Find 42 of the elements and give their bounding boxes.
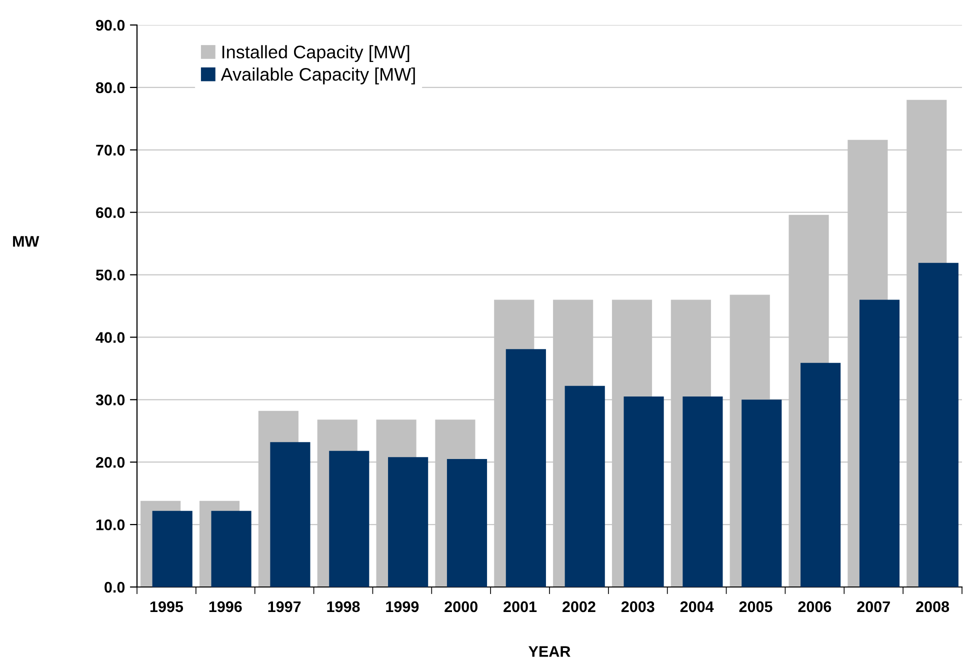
bar [388,457,428,587]
bar [918,262,958,587]
x-tick-label: 1997 [268,601,301,612]
x-tick-label: 1996 [209,601,242,612]
bar [859,300,900,587]
x-tick-label: 2007 [857,601,890,612]
y-tick-label: 70.0 [96,144,125,156]
y-tick-label: 10.0 [96,519,125,530]
x-tick-label: 1999 [386,601,419,612]
y-tick-label: 40.0 [96,332,125,343]
y-tick-label: 20.0 [96,456,125,468]
bar [211,510,252,587]
y-tick-label: 0.0 [104,582,125,593]
bar [624,396,664,587]
x-tick-label: 2002 [562,601,596,612]
y-tick-label: 80.0 [96,82,125,94]
x-tick-label: 2005 [739,601,772,612]
x-axis-title: YEAR [528,646,570,657]
legend-label: Available Capacity [MW] [220,68,415,84]
y-tick-label: 90.0 [96,20,125,31]
x-tick-label: 2000 [444,601,478,612]
bar [682,396,723,587]
bar [270,442,310,587]
x-tick-label: 2006 [798,601,832,612]
x-tick-label: 1995 [150,601,184,612]
x-tick-label: 2008 [916,601,950,612]
bar [742,400,782,587]
x-tick-label: 2004 [680,601,714,612]
y-axis-title: MW [13,236,40,247]
x-tick-label: 2003 [621,601,654,612]
bar [800,362,841,587]
legend-label: Installed Capacity [MW] [222,45,410,62]
bar [564,386,605,587]
x-tick-label: 2001 [504,601,537,612]
y-tick-label: 60.0 [96,207,125,218]
bar [152,510,192,587]
bar [329,450,370,587]
y-tick-label: 30.0 [96,394,125,406]
bar [446,458,488,587]
y-tick-label: 50.0 [96,270,125,280]
bar [506,349,546,587]
x-tick-label: 1998 [327,601,360,612]
